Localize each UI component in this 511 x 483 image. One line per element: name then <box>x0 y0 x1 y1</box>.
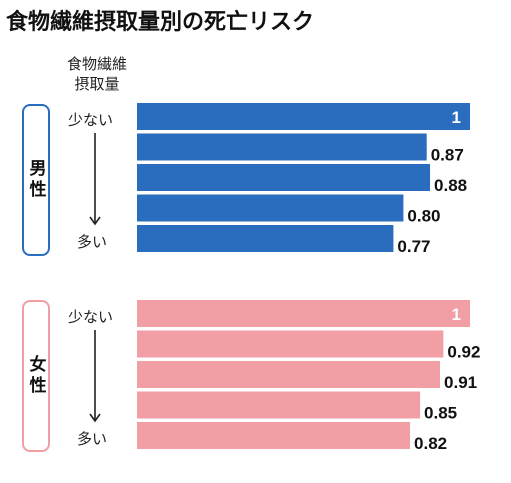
axis-caption-line-1: 食物繊維 <box>66 55 127 73</box>
female-bar-4 <box>137 391 421 419</box>
female-end-label-bottom: 多い <box>77 430 108 448</box>
male-bar-5 <box>137 225 394 252</box>
group-label-female-text: 女性 <box>25 355 46 397</box>
male-bar-2 <box>137 133 427 161</box>
male-end-label-top: 少ない <box>68 111 114 129</box>
chart-title: 食物繊維摂取量別の死亡リスク <box>6 10 315 35</box>
male-bar-3 <box>137 164 431 191</box>
female-bar-value-2: 0.92 <box>447 343 480 362</box>
group-label-male-text: 男性 <box>25 159 46 201</box>
male-bar-value-5: 0.77 <box>397 237 430 256</box>
female-bar-3 <box>137 361 441 388</box>
female-bar-2 <box>137 330 444 358</box>
female-bar-1 <box>137 300 470 327</box>
group-label-male: 男性 <box>22 104 50 256</box>
female-bar-value-3: 0.91 <box>444 373 477 392</box>
axis-caption: 食物繊維 摂取量 <box>52 54 142 94</box>
female-bar-value-4: 0.85 <box>424 404 457 423</box>
male-down-arrow-icon <box>89 216 101 226</box>
male-bar-value-3: 0.88 <box>434 176 467 195</box>
axis-caption-line-2: 摂取量 <box>74 75 120 93</box>
male-bar-value-4: 0.80 <box>407 207 440 226</box>
group-label-female: 女性 <box>22 300 50 452</box>
female-bar-value-5: 0.82 <box>414 434 447 453</box>
male-bar-1 <box>137 103 470 130</box>
female-down-arrow-icon <box>89 413 101 423</box>
male-bar-value-1: 1 <box>452 108 461 127</box>
female-bar-value-1: 1 <box>452 305 461 324</box>
female-bar-5 <box>137 422 411 449</box>
male-bar-4 <box>137 194 404 222</box>
male-bar-value-2: 0.87 <box>431 146 464 165</box>
female-end-label-top: 少ない <box>68 308 114 326</box>
male-end-label-bottom: 多い <box>77 233 108 251</box>
